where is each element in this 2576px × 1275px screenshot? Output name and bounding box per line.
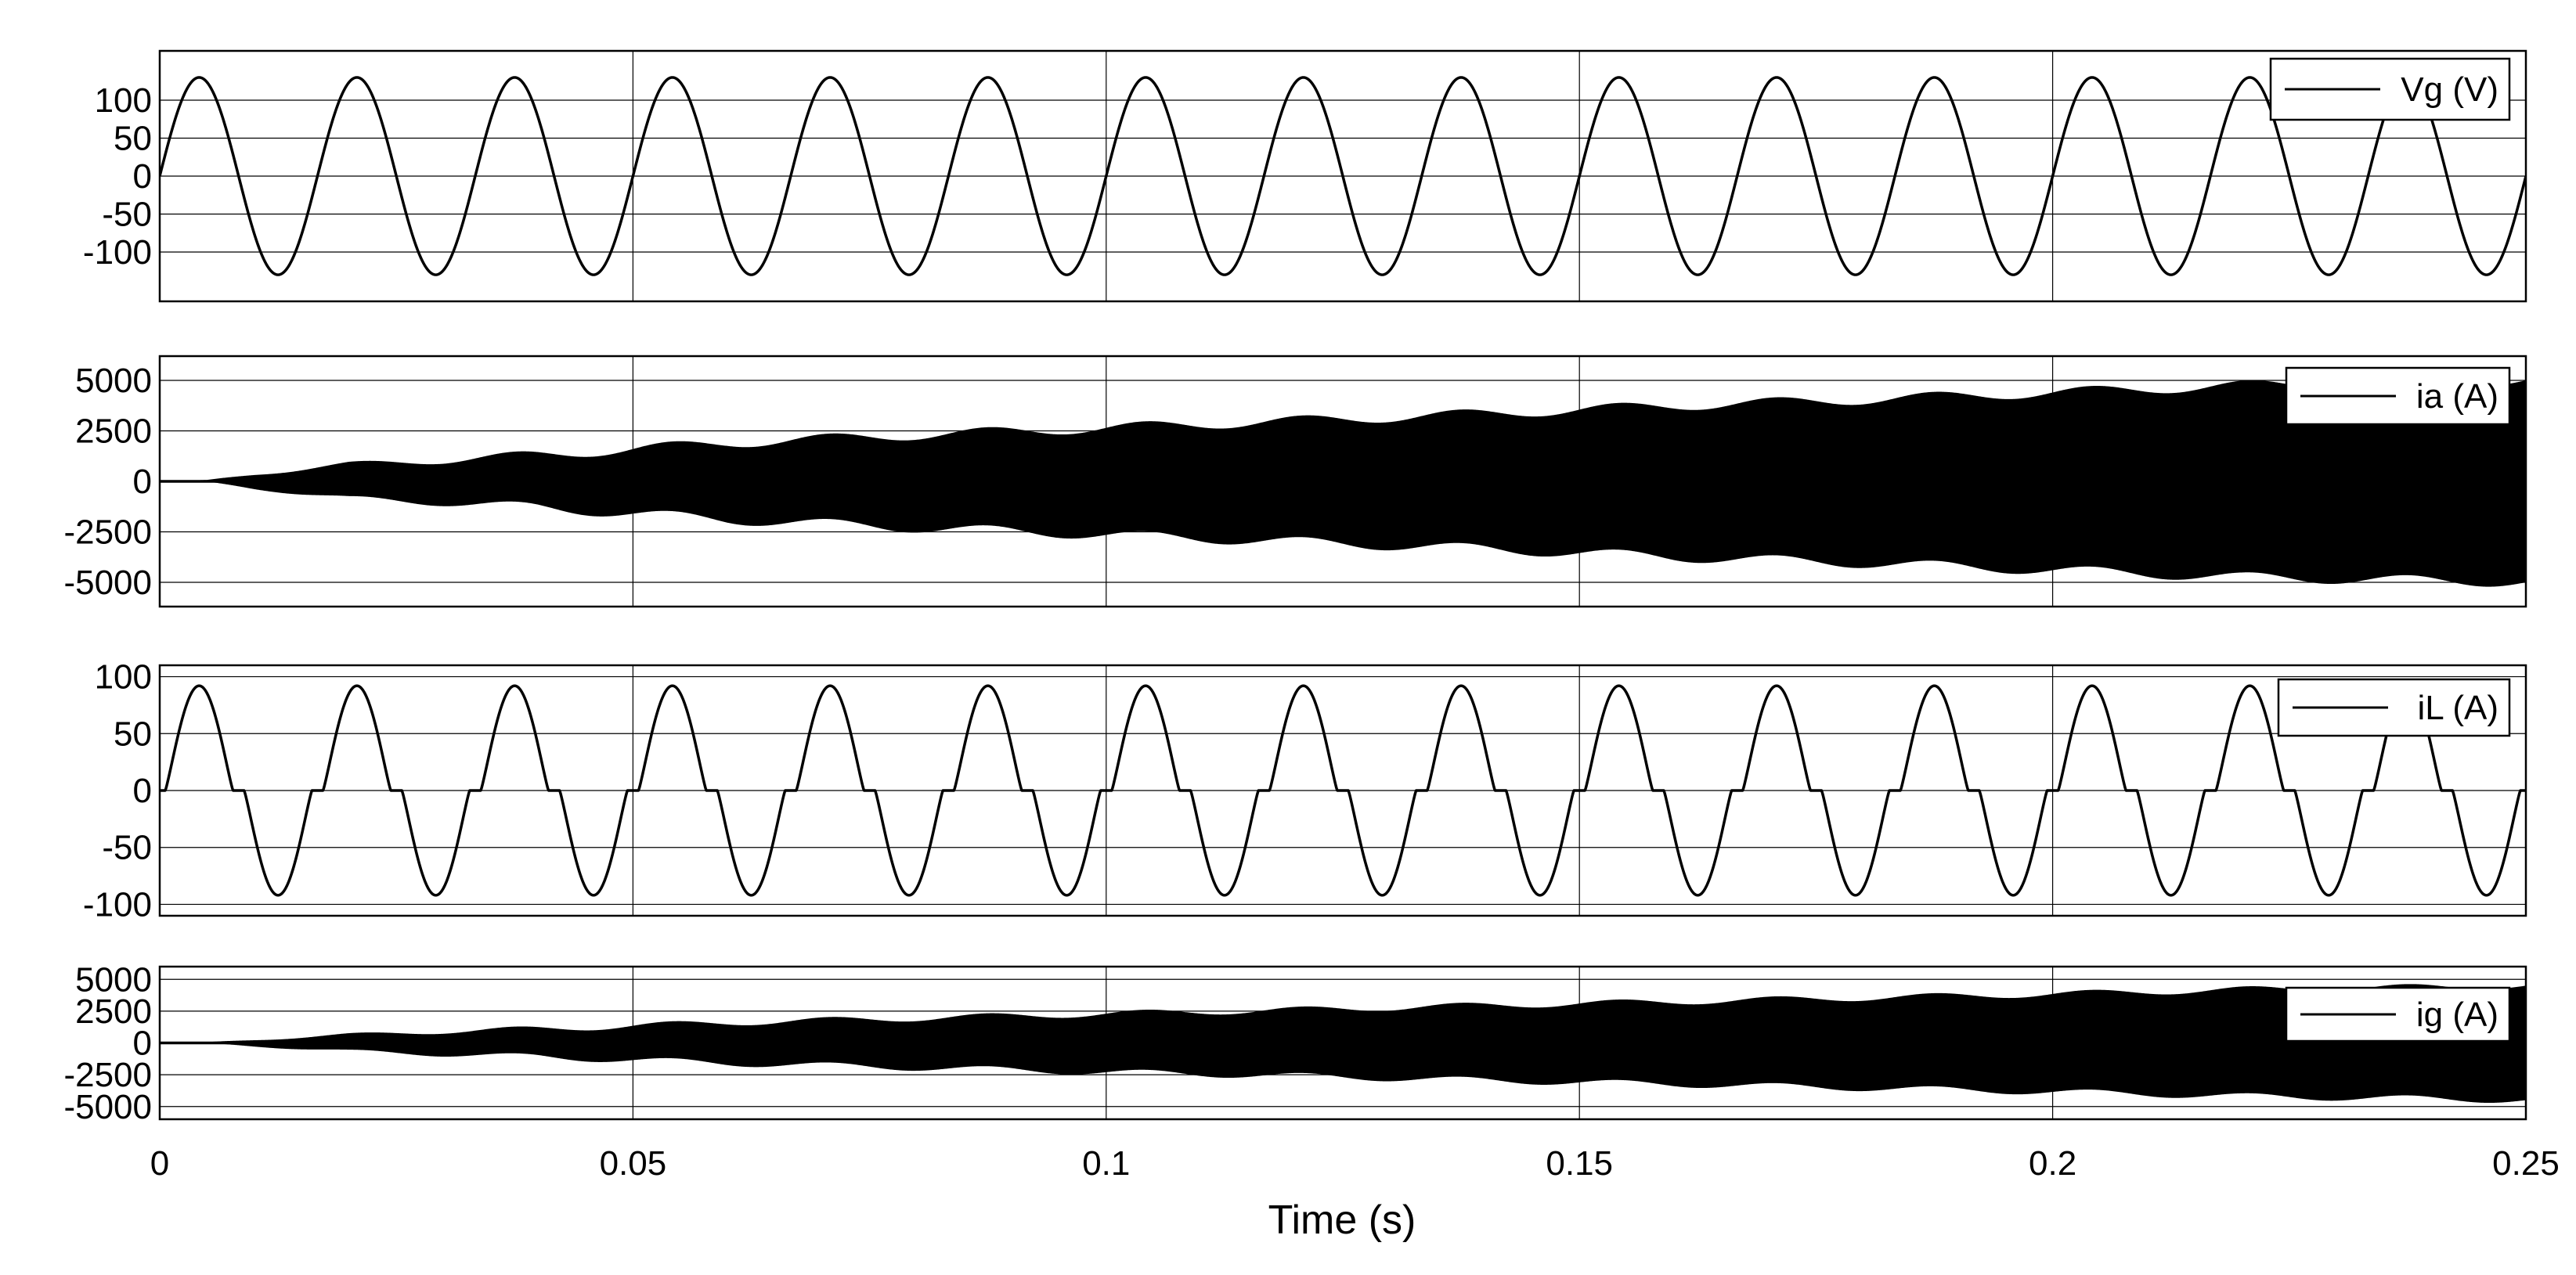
- x-axis: 0 0.05 0.1 0.15 0.2 0.25: [150, 1144, 2560, 1183]
- legend-box: [2285, 986, 2511, 1043]
- y-tick-label: -2500: [63, 1056, 152, 1094]
- y-tick-label: 50: [114, 120, 152, 158]
- y-tick-label: 5000: [75, 960, 152, 999]
- y-tick-label: -100: [83, 233, 152, 272]
- legend-vg: Vg (V): [2269, 57, 2511, 121]
- y-tick-label: 50: [114, 715, 152, 753]
- subplot-il: -100 -50 0 50 100 iL (A): [83, 658, 2527, 924]
- y-tick-label: 2500: [75, 412, 152, 450]
- legend-ig: ig (A): [2285, 986, 2511, 1043]
- x-tick-label: 0.25: [2492, 1144, 2560, 1183]
- y-tick-label: 0: [133, 157, 152, 196]
- x-tick-label: 0: [150, 1144, 169, 1183]
- plot-frame: [158, 49, 2527, 303]
- y-tick-label: -5000: [63, 1088, 152, 1126]
- plot-frame: [158, 664, 2527, 917]
- y-tick-label: -100: [83, 885, 152, 924]
- series-il: [160, 684, 2526, 897]
- y-tick-label: 2500: [75, 992, 152, 1031]
- x-tick-label: 0.2: [2029, 1144, 2076, 1183]
- y-tick-label: 0: [133, 1025, 152, 1063]
- y-tick-label: -50: [102, 829, 152, 867]
- legend-ia: ia (A): [2285, 366, 2511, 426]
- y-tick-label: -50: [102, 195, 152, 233]
- x-tick-label: 0.1: [1082, 1144, 1130, 1183]
- legend-il: iL (A): [2277, 678, 2511, 737]
- plot-frame: [158, 355, 2527, 608]
- subplot-ia: -5000 -2500 0 2500 5000 ia (A): [63, 355, 2527, 608]
- x-tick-label: 0.15: [1546, 1144, 1613, 1183]
- legend-label: iL (A): [2418, 689, 2499, 727]
- legend-label: Vg (V): [2401, 70, 2498, 109]
- y-tick-label: 100: [95, 658, 152, 697]
- y-tick-label: -5000: [63, 564, 152, 602]
- y-tick-label: 5000: [75, 362, 152, 400]
- y-tick-label: -2500: [63, 513, 152, 552]
- y-tick-label: 100: [95, 81, 152, 120]
- x-axis-title: Time (s): [1268, 1198, 1416, 1243]
- legend-label: ig (A): [2416, 996, 2498, 1034]
- legend-label: ia (A): [2416, 377, 2498, 416]
- y-tick-label: 0: [133, 463, 152, 501]
- series-vg: [160, 76, 2526, 276]
- x-tick-label: 0.05: [600, 1144, 667, 1183]
- y-tick-label: 0: [133, 772, 152, 810]
- plot-frame: [158, 965, 2527, 1121]
